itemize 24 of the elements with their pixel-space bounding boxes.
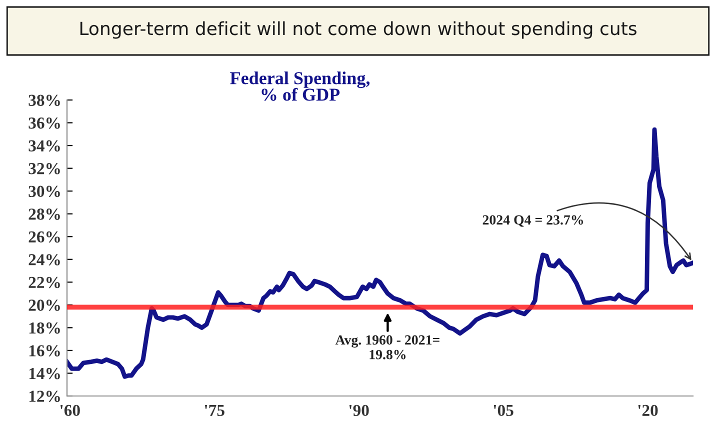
y-tick-label: 28%: [28, 208, 60, 220]
chart-subtitle: Federal Spending, % of GDP: [230, 72, 370, 101]
annotation: Avg. 1960 - 2021= 19.8%: [335, 335, 440, 360]
y-tick-label: 14%: [29, 368, 60, 380]
x-tick-label: '60: [60, 404, 80, 416]
y-tick-label: 30%: [28, 186, 60, 198]
annotation: 2024 Q4 = 23.7%: [482, 215, 583, 227]
chart-title: Longer-term deficit will not come down without spending cuts: [80, 21, 636, 39]
x-tick-label: '90: [349, 404, 369, 416]
y-tick-label: 12%: [29, 390, 60, 402]
y-tick-label: 16%: [29, 345, 60, 356]
x-tick-label: '05: [494, 404, 514, 416]
y-tick-label: 34%: [28, 140, 60, 152]
x-tick-label: '20: [638, 404, 658, 416]
y-tick-label: 36%: [28, 117, 60, 129]
y-tick-label: 22%: [28, 276, 60, 288]
y-tick-label: 24%: [28, 254, 60, 266]
y-tick-label: 20%: [28, 300, 60, 311]
y-tick-label: 18%: [29, 322, 60, 334]
x-tick-label: '75: [204, 404, 224, 416]
y-tick-label: 38%: [28, 94, 60, 106]
y-tick-label: 26%: [28, 231, 60, 243]
line-series: [67, 127, 693, 379]
y-tick-label: 32%: [28, 163, 60, 174]
